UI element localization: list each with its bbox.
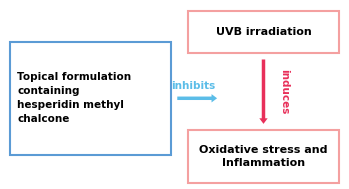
FancyBboxPatch shape (188, 11, 339, 53)
Text: Oxidative stress and
Inflammation: Oxidative stress and Inflammation (199, 145, 328, 168)
Text: induces: induces (280, 69, 289, 114)
FancyBboxPatch shape (10, 42, 171, 155)
Text: UVB irradiation: UVB irradiation (216, 27, 311, 37)
Text: Topical formulation
containing
hesperidin methyl
chalcone: Topical formulation containing hesperidi… (17, 72, 132, 124)
FancyBboxPatch shape (188, 130, 339, 183)
Text: inhibits: inhibits (172, 81, 216, 91)
